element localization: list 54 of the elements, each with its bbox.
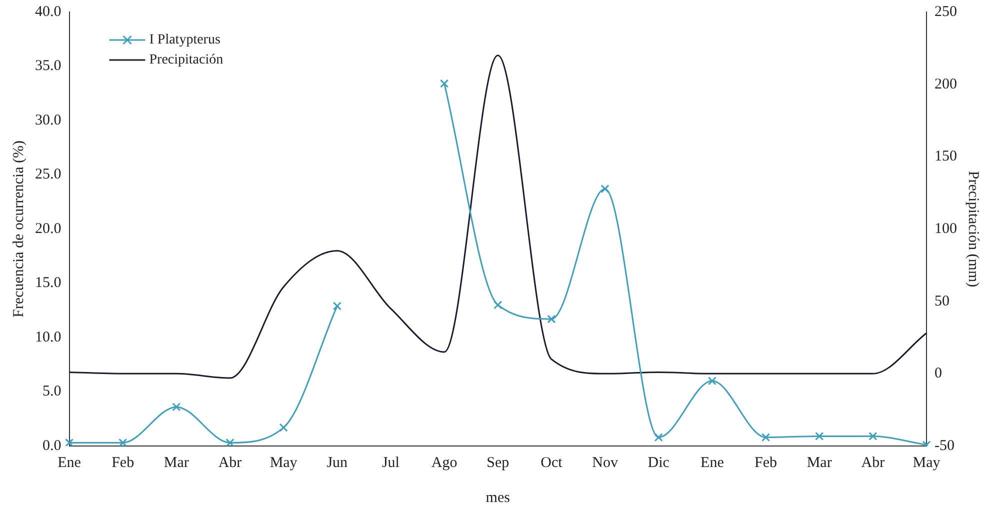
line-series xyxy=(68,54,928,379)
y2-tick-label: 0 xyxy=(934,366,942,382)
y2-tick-label: 200 xyxy=(934,76,957,92)
x-tick-label: Jun xyxy=(326,454,348,471)
y-tick-label: 10.0 xyxy=(35,329,62,346)
x-tick-label: Ene xyxy=(700,454,724,471)
y2-tick-label: -50 xyxy=(934,438,954,454)
y2-tick-label: 150 xyxy=(934,148,957,165)
point xyxy=(708,376,716,386)
y-axis-title: Frecuencia de ocurrencia (%) xyxy=(10,140,27,318)
x-tick-label: Feb xyxy=(112,454,134,471)
x-tick-label: Abr xyxy=(861,454,885,471)
point xyxy=(494,300,502,310)
y2-tick-label: 250 xyxy=(934,4,957,20)
y2-axis-title: Precipitación (mm) xyxy=(965,170,982,288)
point xyxy=(654,433,663,442)
x-axis-title: mes xyxy=(486,490,510,506)
y2-tick-label: 100 xyxy=(934,220,957,237)
y-tick-label: 40.0 xyxy=(35,4,62,20)
point xyxy=(440,79,449,88)
x-tick-label: May xyxy=(912,454,941,471)
point xyxy=(600,184,610,194)
point xyxy=(226,438,234,446)
x-tick-label: Mar xyxy=(164,454,189,471)
x-tick-label: Nov xyxy=(592,454,618,471)
x-tick-label: Jul xyxy=(382,454,400,471)
point xyxy=(279,423,288,432)
x-tick-label: May xyxy=(270,454,298,471)
x-tick-label: Ene xyxy=(58,454,82,471)
y-tick-label: 5.0 xyxy=(42,384,62,400)
x-tick-label: Sep xyxy=(486,454,510,471)
legend-label: I Platypterus xyxy=(149,32,220,48)
legend-label: Precipitación xyxy=(149,52,224,68)
y-tick-label: 0.0 xyxy=(42,438,62,454)
point xyxy=(118,438,128,446)
point xyxy=(172,402,181,412)
point xyxy=(547,314,556,324)
x-tick-label: Abr xyxy=(218,454,242,471)
point xyxy=(332,302,342,310)
y-tick-label: 30.0 xyxy=(35,112,62,128)
point xyxy=(761,433,770,442)
x-tick-label: Oct xyxy=(540,454,564,471)
point xyxy=(815,432,824,441)
x-tick-label: Mar xyxy=(806,454,832,471)
y2-tick-label: 50 xyxy=(934,293,950,310)
x-tick-label: Ago xyxy=(431,454,458,471)
y-tick-label: 35.0 xyxy=(35,58,62,74)
y-tick-label: 25.0 xyxy=(35,166,62,183)
x-tick-label: Dic xyxy=(648,454,670,471)
x-tick-label: Feb xyxy=(754,454,778,471)
y-tick-label: 20.0 xyxy=(35,220,62,237)
y-tick-label: 15.0 xyxy=(35,275,62,292)
point xyxy=(868,432,878,441)
point xyxy=(64,438,74,446)
